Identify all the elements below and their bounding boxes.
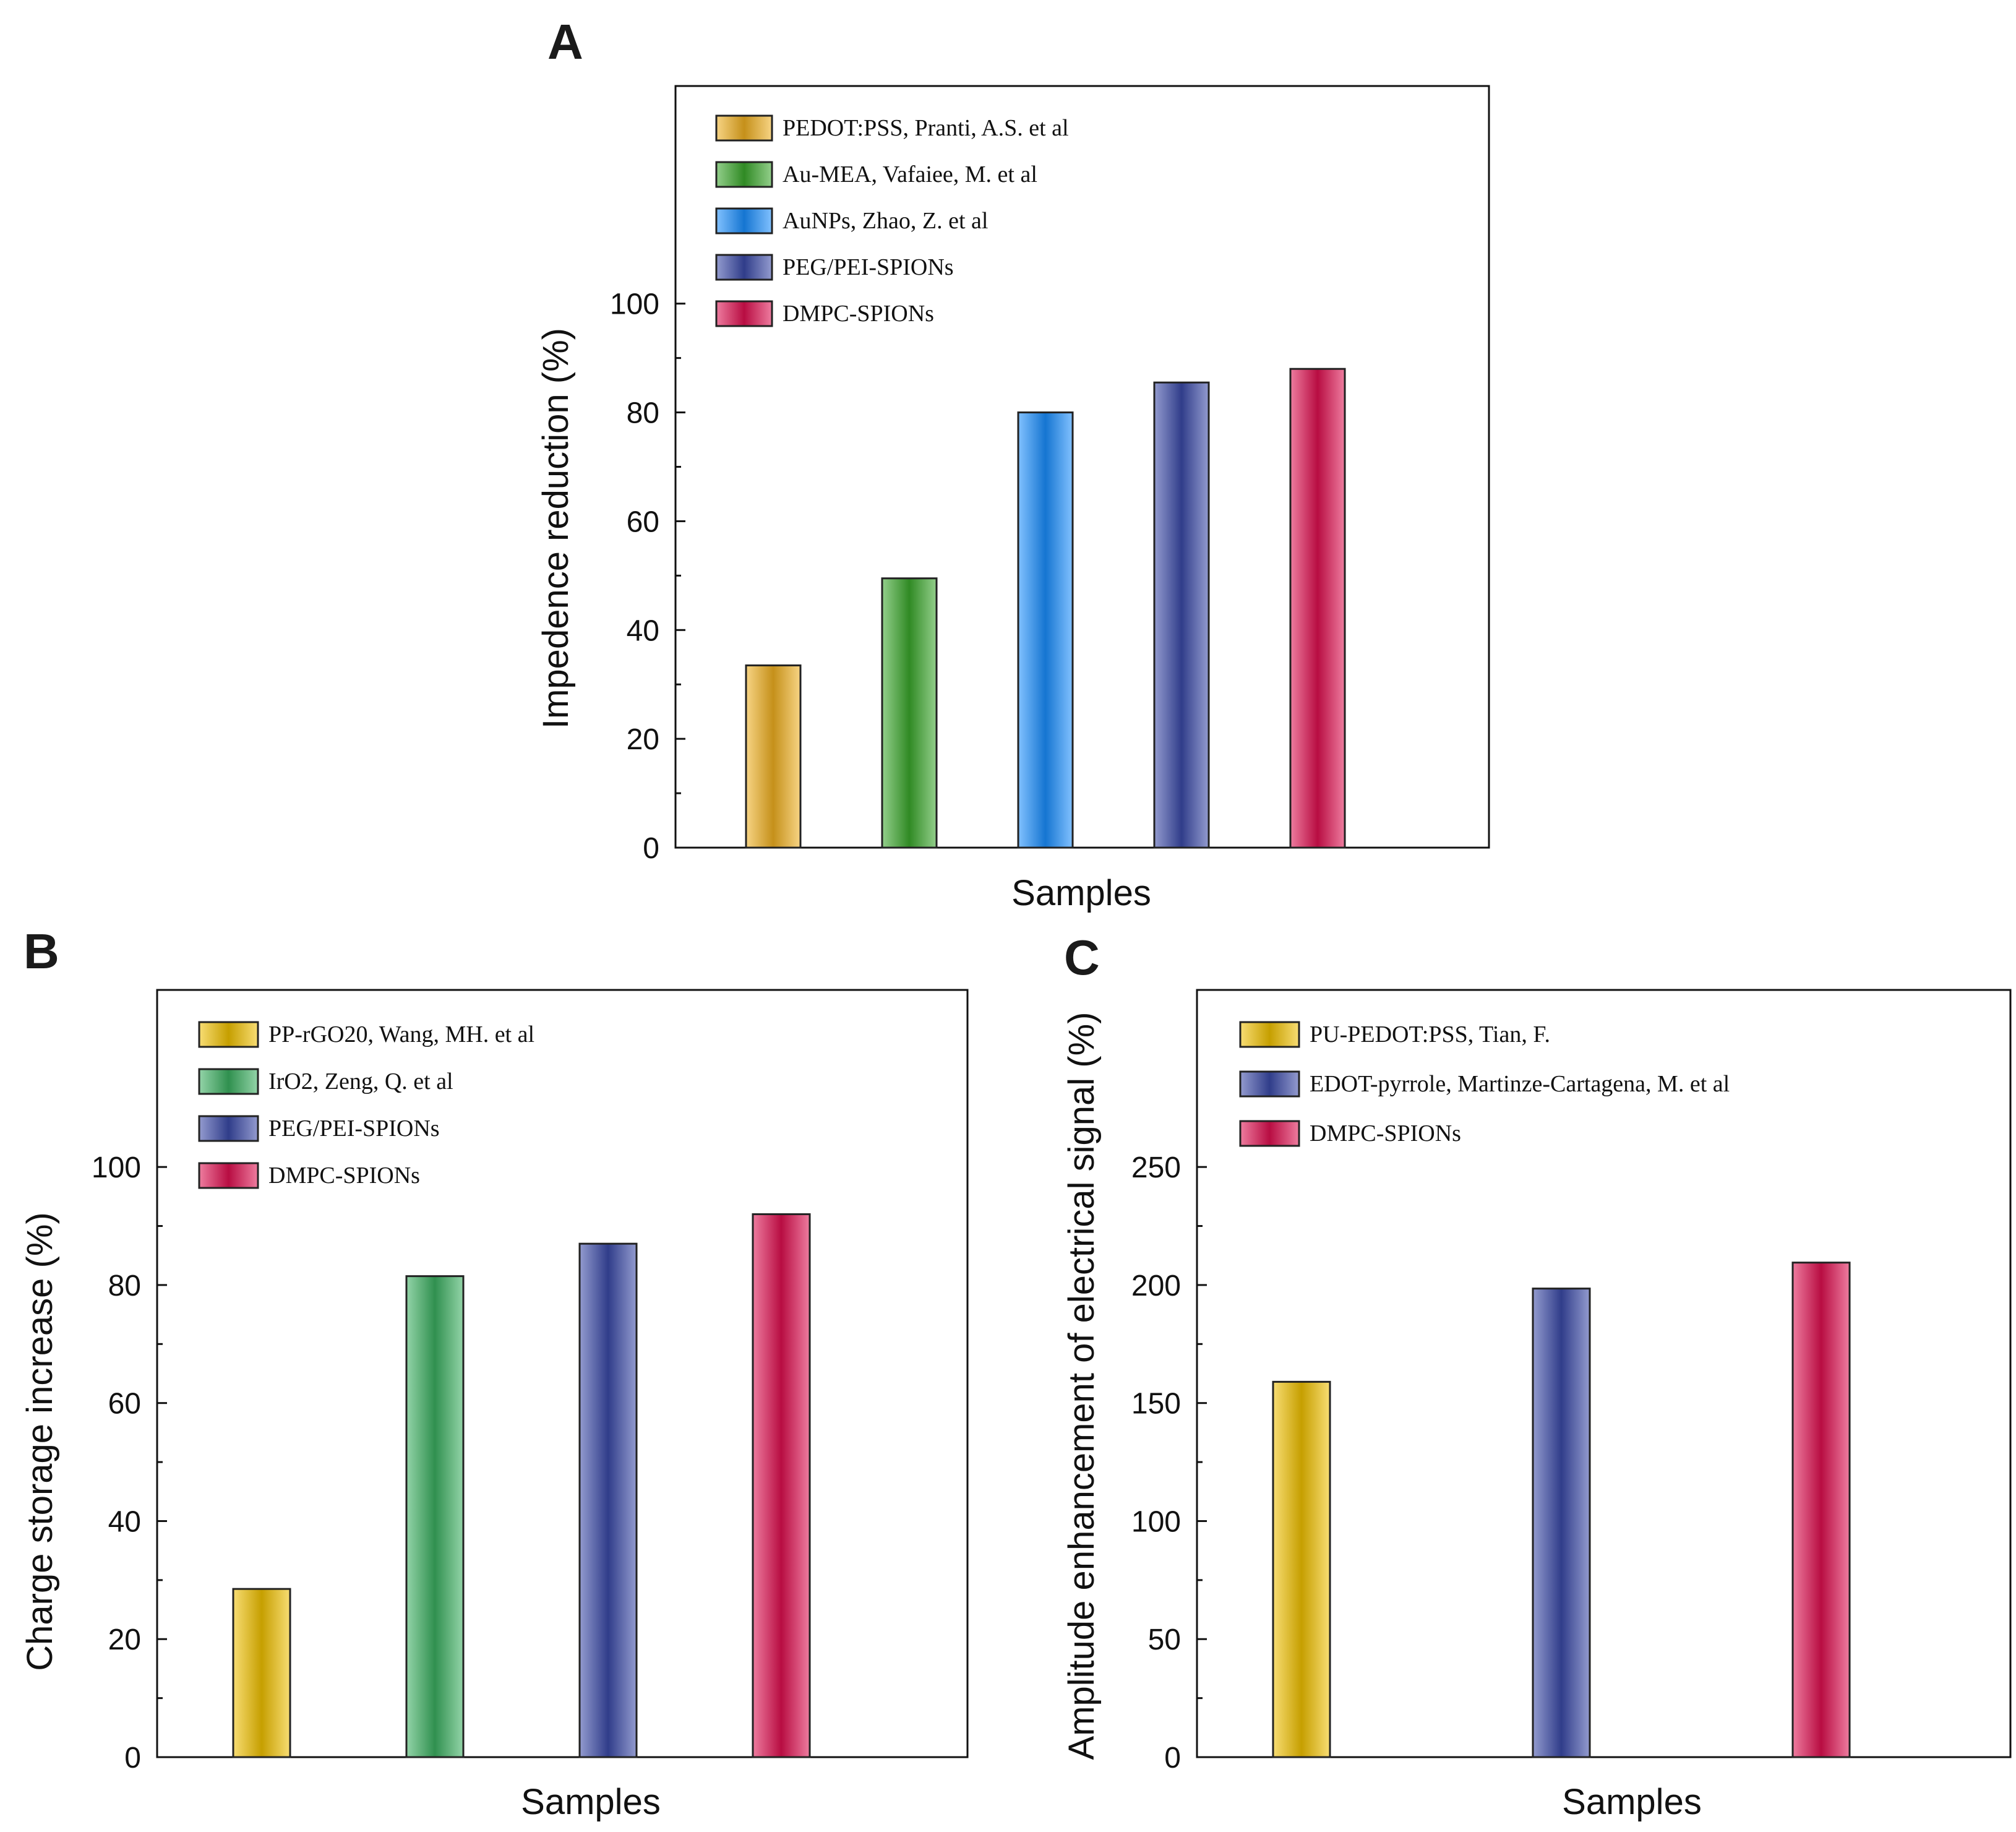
panel-c-tick-label: 200 (1131, 1270, 1181, 1302)
panel-a-legend: PEDOT:PSS, Pranti, A.S. et al Au-MEA, Vaf… (715, 114, 1069, 327)
panel-b-tick-label: 0 (124, 1742, 141, 1774)
panel-c-bar-3 (1791, 1262, 1851, 1758)
panel-b-legend: PP-rGO20, Wang, MH. et al IrO2, Zeng, Q. … (198, 1021, 534, 1189)
panel-b-bar-1 (232, 1588, 291, 1758)
panel-a-tick-label: 60 (627, 505, 659, 538)
panel-a-bars (745, 368, 1346, 849)
panel-c: C 0 50 100 150 200 250 PU-PEDOT:PSS, Tian, F.… (1062, 930, 2012, 1822)
panel-c-bar-2 (1532, 1288, 1591, 1758)
panel-c-tick-label: 50 (1148, 1623, 1181, 1656)
panel-b-tick-label: 20 (108, 1623, 141, 1656)
panel-b-tick-label: 40 (108, 1505, 141, 1538)
panel-c-legend-label-2: EDOT-pyrrole, Martinze-Cartagena, M. et … (1310, 1071, 1730, 1097)
panel-c-x-axis-title: Samples (1562, 1782, 1702, 1822)
panel-a-legend-label-2: Au-MEA, Vafaiee, M. et al (783, 161, 1037, 187)
panel-a-legend-swatch-3 (715, 207, 773, 234)
panel-b-tick-label: 80 (108, 1270, 141, 1302)
panel-b-tick-label: 100 (92, 1151, 141, 1184)
panel-c-bar-1 (1272, 1380, 1331, 1758)
panel-a-legend-swatch-5 (715, 300, 773, 327)
panel-c-legend-label-1: PU-PEDOT:PSS, Tian, F. (1310, 1021, 1550, 1047)
panel-b-tick-label: 60 (108, 1388, 141, 1421)
panel-c-legend-label-3: DMPC-SPIONs (1310, 1120, 1461, 1146)
panel-c-tick-label: 150 (1131, 1388, 1181, 1421)
panel-b-legend-label-1: PP-rGO20, Wang, MH. et al (268, 1021, 534, 1047)
panel-a-legend-swatch-1 (715, 114, 773, 142)
panel-b-legend-swatch-1 (198, 1021, 259, 1048)
panel-a-x-axis-title: Samples (1011, 873, 1151, 913)
panel-a-legend-swatch-4 (715, 254, 773, 281)
panel-a-bar-1 (745, 664, 802, 849)
panel-b-legend-label-3: PEG/PEI-SPIONs (268, 1116, 440, 1142)
panel-b-bars (232, 1213, 811, 1758)
panel-b-y-axis: 0 20 40 60 80 100 (92, 1151, 167, 1774)
panel-a-tick-label: 0 (643, 832, 659, 865)
panel-b-legend-swatch-3 (198, 1115, 259, 1142)
panel-b-legend-swatch-4 (198, 1162, 259, 1189)
panel-a-tick-label: 100 (610, 288, 659, 321)
panel-a-legend-swatch-2 (715, 161, 773, 188)
panel-a-tick-label: 40 (627, 614, 659, 647)
panel-c-letter: C (1064, 930, 1100, 985)
panel-c-tick-label: 0 (1164, 1742, 1181, 1774)
panel-a-y-axis-title: Impedence reduction (%) (536, 328, 576, 729)
panel-a-bar-3 (1017, 411, 1074, 849)
panel-a-bar-5 (1289, 368, 1346, 849)
panel-b-bar-4 (752, 1213, 811, 1758)
panel-b-legend-label-2: IrO2, Zeng, Q. et al (268, 1069, 453, 1094)
panel-c-tick-label: 100 (1131, 1505, 1181, 1538)
panel-a-legend-label-3: AuNPs, Zhao, Z. et al (783, 208, 988, 234)
panel-c-legend-swatch-2 (1239, 1070, 1300, 1098)
panel-a: A 0 20 40 60 80 100 PEDOT:PSS, Pranti, A.S. e… (536, 14, 1490, 913)
panel-a-bar-4 (1153, 381, 1210, 849)
panel-c-y-axis: 0 50 100 150 200 250 (1131, 1151, 1207, 1774)
panel-a-tick-label: 20 (627, 723, 659, 756)
panel-b-letter: B (24, 924, 59, 979)
panel-c-legend: PU-PEDOT:PSS, Tian, F. EDOT-pyrrole, Mart… (1239, 1021, 1730, 1147)
panel-b-legend-swatch-2 (198, 1068, 259, 1095)
panel-a-y-axis: 0 20 40 60 80 100 (610, 288, 685, 865)
panel-c-legend-swatch-1 (1239, 1021, 1300, 1048)
panel-b-bar-2 (405, 1275, 465, 1758)
panel-a-legend-label-1: PEDOT:PSS, Pranti, A.S. et al (783, 115, 1069, 141)
panel-a-legend-label-4: PEG/PEI-SPIONs (783, 254, 954, 280)
panel-b-y-axis-title: Charge storage increase (%) (20, 1212, 60, 1671)
panel-a-tick-label: 80 (627, 397, 659, 430)
panel-c-y-axis-title: Amplitude enhancement of electrical sign… (1062, 1012, 1102, 1760)
panel-a-bar-2 (881, 577, 938, 849)
panel-c-tick-label: 250 (1131, 1151, 1181, 1184)
panel-a-letter: A (547, 14, 583, 69)
panel-c-bars (1272, 1262, 1851, 1758)
panel-b: B 0 20 40 60 80 100 PP-rGO20, Wang, MH. et al… (20, 924, 969, 1822)
panel-b-bar-3 (578, 1242, 638, 1758)
panel-b-plot-frame (156, 989, 969, 1758)
panel-a-legend-label-5: DMPC-SPIONs (783, 301, 934, 327)
panel-b-legend-label-4: DMPC-SPIONs (268, 1163, 420, 1189)
panel-c-plot-frame (1196, 989, 2012, 1758)
panel-c-legend-swatch-3 (1239, 1120, 1300, 1147)
panel-b-x-axis-title: Samples (521, 1782, 661, 1822)
